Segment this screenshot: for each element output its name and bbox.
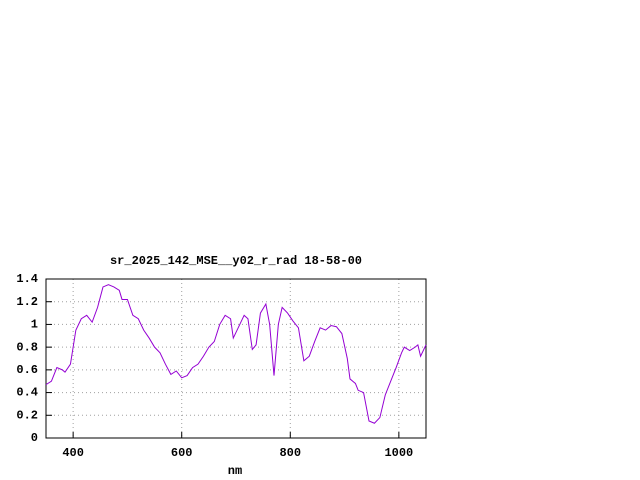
y-tick-label: 0.4 [16,386,38,400]
y-tick-label: 0.2 [16,408,38,422]
chart-title: sr_2025_142_MSE__y02_r_rad 18-58-00 [110,254,362,268]
y-tick-label: 1.4 [16,272,38,286]
y-tick-label: 0.6 [16,363,38,377]
data-line [45,284,427,424]
y-tick-label: 1 [31,318,38,332]
y-tick-label: 0 [31,431,38,445]
x-axis-label: nm [228,464,242,478]
x-tick-label: 600 [171,446,193,460]
x-tick-label: 400 [62,446,84,460]
y-tick-label: 0.8 [16,340,38,354]
y-tick-label: 1.2 [16,295,38,309]
x-tick-label: 1000 [384,446,413,460]
plot-border [45,278,427,439]
x-tick-label: 800 [279,446,301,460]
